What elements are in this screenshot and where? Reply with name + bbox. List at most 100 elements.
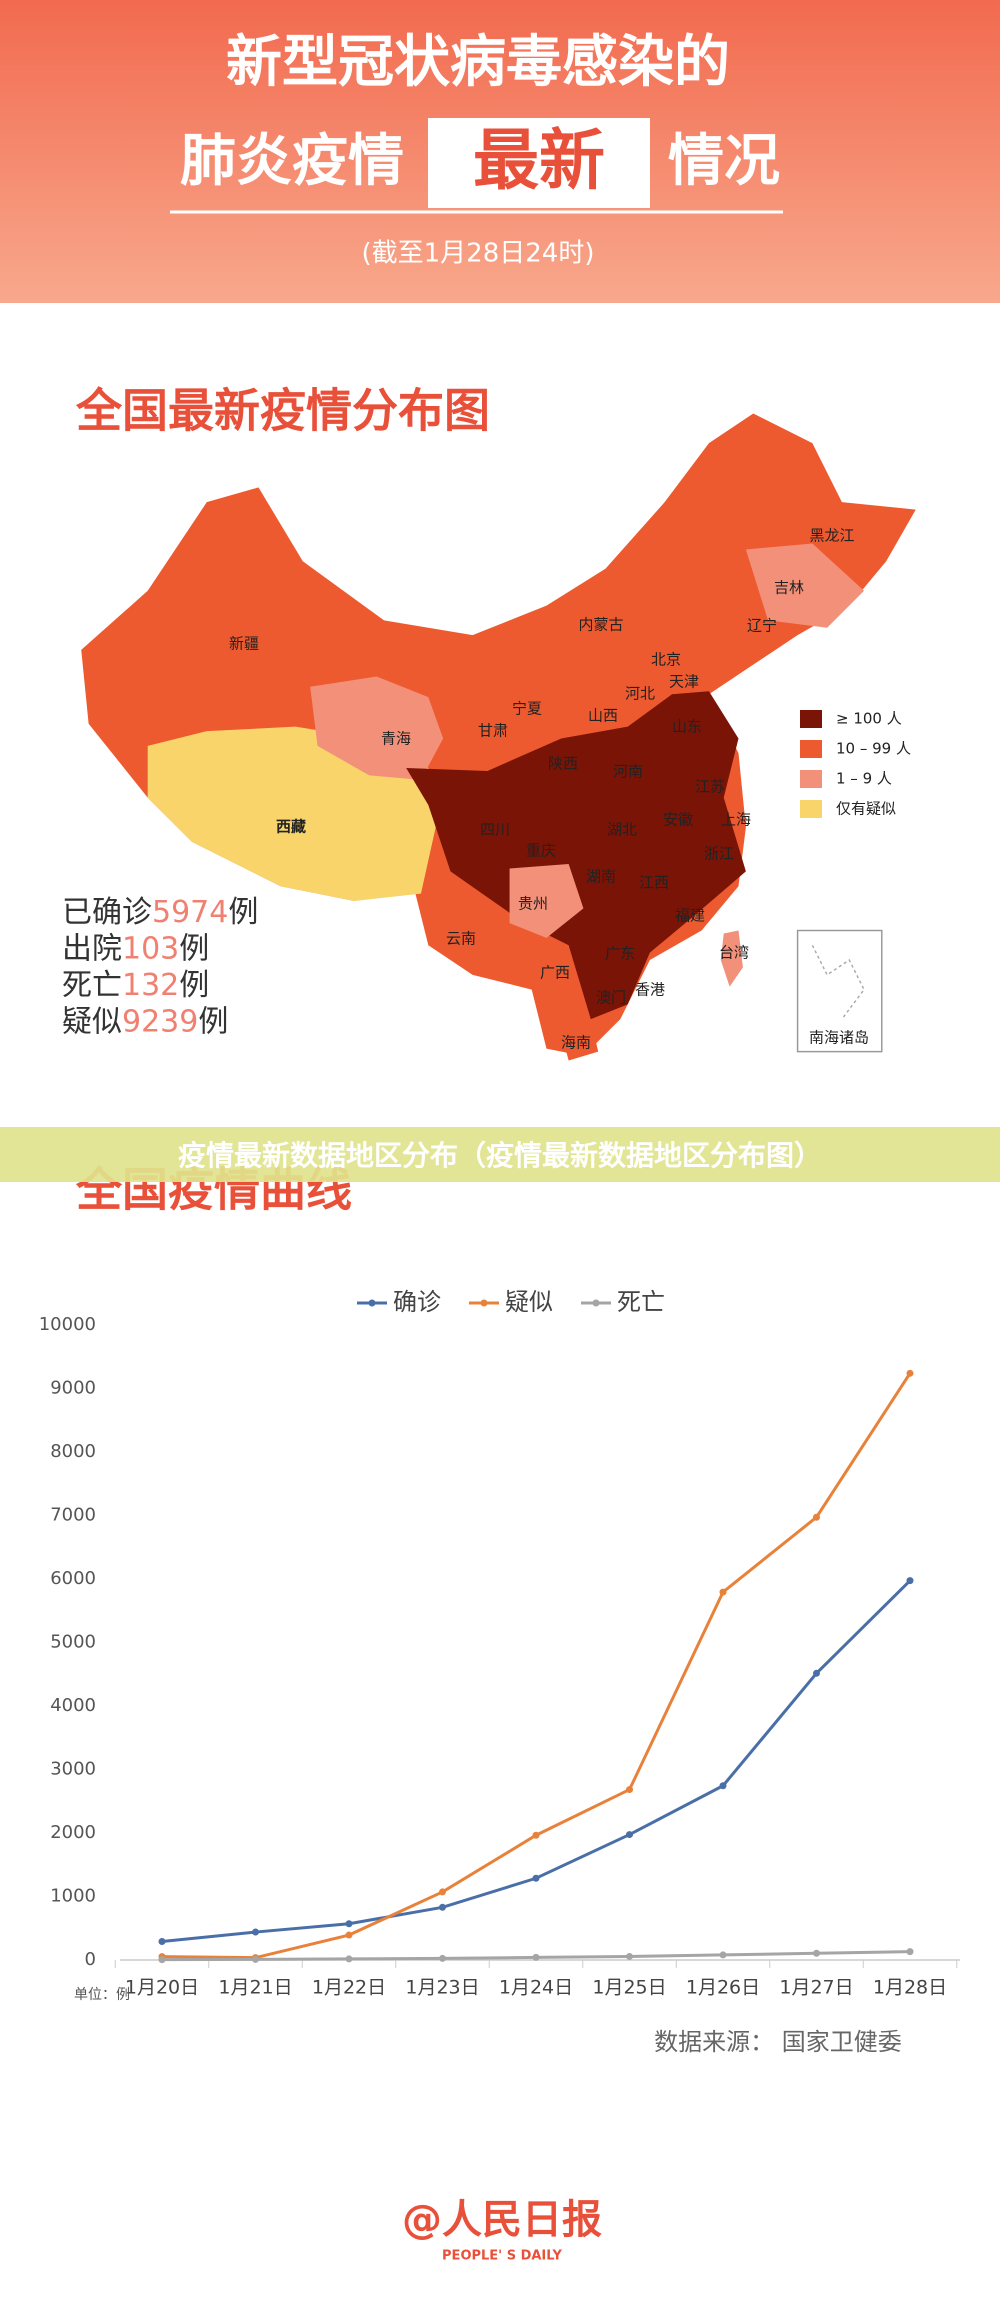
inset-box xyxy=(796,929,883,1053)
province-label: 湖南 xyxy=(586,868,616,886)
point xyxy=(626,1831,633,1839)
province-label: 上海 xyxy=(721,811,751,829)
legend-swatch xyxy=(800,800,822,818)
legend-swatch xyxy=(800,770,822,788)
stat-value: 103 xyxy=(122,931,179,966)
y-tick-label: 1000 xyxy=(50,1886,96,1907)
legend-label: 确诊 xyxy=(393,1288,441,1316)
point xyxy=(719,1782,727,1790)
header-title: 新型冠状病毒感染的 xyxy=(226,30,730,95)
logo: @人民日报 xyxy=(402,2197,602,2243)
x-tick-label: 1月21日 xyxy=(218,1977,292,1999)
point xyxy=(719,1951,727,1959)
x-tick-label: 1月20日 xyxy=(125,1977,199,1999)
y-tick-label: 7000 xyxy=(50,1505,96,1526)
map-region xyxy=(509,864,584,938)
map-region xyxy=(558,1019,599,1061)
province-label: 广西 xyxy=(540,964,570,982)
inset-label: 南海诸岛 xyxy=(809,1029,869,1047)
point xyxy=(532,1874,540,1882)
point xyxy=(158,1938,166,1946)
stat-label: 疑似 xyxy=(62,1004,122,1039)
legend-swatch xyxy=(800,710,822,728)
map-region xyxy=(310,676,444,780)
y-tick-label: 6000 xyxy=(50,1568,96,1589)
province-label: 江西 xyxy=(639,874,669,892)
point xyxy=(252,1955,259,1963)
province-label: 山西 xyxy=(588,707,618,725)
logo-en: PEOPLE' S DAILY xyxy=(442,2249,562,2264)
legend-dot xyxy=(368,1299,376,1307)
province-label: 江苏 xyxy=(695,778,725,796)
y-tick-label: 10000 xyxy=(39,1314,96,1335)
map-region xyxy=(745,543,865,628)
stat: 疑似9239例 xyxy=(62,1004,228,1039)
legend-swatch xyxy=(800,740,822,758)
y-tick-label: 9000 xyxy=(50,1378,96,1399)
y-tick-label: 5000 xyxy=(50,1632,96,1653)
legend-label: 死亡 xyxy=(617,1288,665,1316)
y-tick-label: 0 xyxy=(85,1949,96,1970)
banner-text: 疫情最新数据地区分布（疫情最新数据地区分布图） xyxy=(178,1139,822,1172)
stat-label: 死亡 xyxy=(62,968,122,1003)
header-title: 情况 xyxy=(668,129,780,194)
point xyxy=(532,1831,540,1839)
province-label: 天津 xyxy=(669,673,699,691)
stat-value: 5974 xyxy=(152,895,228,930)
province-label: 黑龙江 xyxy=(809,527,854,545)
x-tick-label: 1月27日 xyxy=(779,1977,853,1999)
y-tick-label: 4000 xyxy=(50,1695,96,1716)
unit-label: 单位：例 xyxy=(74,1987,130,2003)
province-label: 湖北 xyxy=(607,821,637,839)
x-tick-label: 1月28日 xyxy=(873,1977,947,1999)
map xyxy=(81,413,916,1061)
legend-dot xyxy=(592,1299,600,1307)
point xyxy=(345,1920,353,1928)
stat-value: 9239 xyxy=(122,1004,198,1039)
point xyxy=(906,1948,914,1956)
stat-unit: 例 xyxy=(179,968,209,1003)
province-label: 陕西 xyxy=(548,755,578,773)
province-label: 西藏 xyxy=(276,818,306,836)
province-label: 山东 xyxy=(672,718,702,736)
series-line xyxy=(161,1372,912,1960)
province-label: 甘肃 xyxy=(478,722,508,740)
province-label: 安徽 xyxy=(663,811,693,829)
point xyxy=(252,1928,259,1936)
province-label: 海南 xyxy=(561,1034,591,1052)
province-label: 吉林 xyxy=(774,579,804,597)
point xyxy=(439,1903,446,1911)
header-highlight: 最新 xyxy=(473,122,605,199)
province-label: 浙江 xyxy=(704,845,734,863)
highlight-box xyxy=(428,118,650,208)
point xyxy=(532,1953,540,1961)
stat-label: 已确诊 xyxy=(62,895,152,930)
stat-unit: 例 xyxy=(198,1004,228,1039)
inset-islands xyxy=(811,944,865,1020)
province-label: 福建 xyxy=(675,907,705,925)
province-label: 北京 xyxy=(651,651,681,669)
banner xyxy=(0,1127,1000,1182)
province-label: 香港 xyxy=(635,981,665,999)
point xyxy=(345,1931,353,1939)
point xyxy=(626,1952,633,1960)
header-title: 肺炎疫情 xyxy=(180,129,404,194)
province-label: 河北 xyxy=(625,685,655,703)
province-label: 广东 xyxy=(605,945,635,963)
y-tick-label: 2000 xyxy=(50,1822,96,1843)
province-label: 宁夏 xyxy=(512,700,542,718)
y-tick-label: 8000 xyxy=(50,1441,96,1462)
point xyxy=(719,1588,727,1596)
x-tick-label: 1月25日 xyxy=(592,1977,666,1999)
stat: 死亡132例 xyxy=(62,968,209,1003)
province-label: 重庆 xyxy=(526,842,556,860)
point xyxy=(906,1577,914,1585)
province-label: 澳门 xyxy=(596,989,626,1007)
x-tick-label: 1月22日 xyxy=(312,1977,386,1999)
point xyxy=(626,1786,633,1794)
stat: 出院103例 xyxy=(62,931,209,966)
series-line xyxy=(161,1579,912,1944)
stat-unit: 例 xyxy=(179,931,209,966)
province-label: 辽宁 xyxy=(747,617,777,635)
point xyxy=(813,1949,820,1957)
